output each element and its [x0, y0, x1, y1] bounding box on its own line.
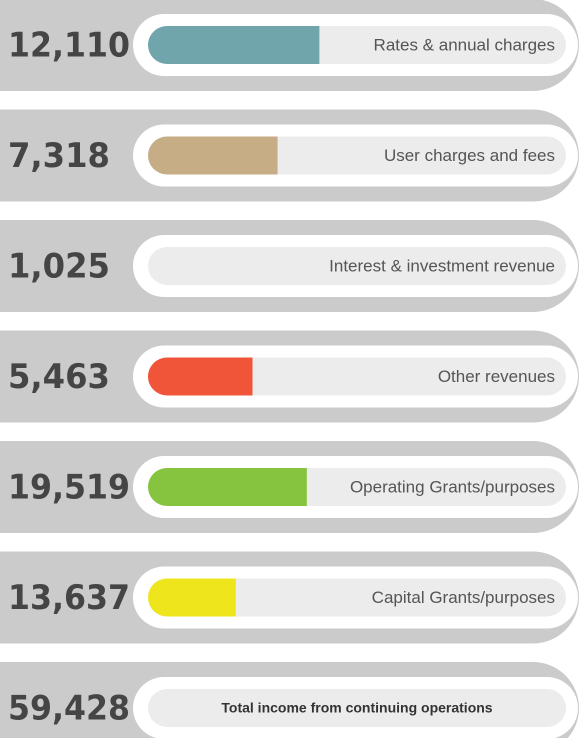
category-label: Operating Grants/purposes — [350, 477, 555, 496]
category-label: Total income from continuing operations — [221, 700, 492, 716]
income-row: 1,025 Interest & investment revenue — [0, 220, 579, 312]
income-row: 19,519 Operating Grants/purposes — [0, 441, 579, 533]
category-label: Interest & investment revenue — [329, 256, 555, 275]
income-row: 13,637 Capital Grants/purposes — [0, 551, 579, 644]
bar — [148, 357, 253, 396]
bar — [148, 26, 320, 64]
category-label: Other revenues — [438, 367, 555, 386]
bar-track — [148, 578, 566, 617]
amount: 12,110 — [8, 26, 130, 66]
amount: 13,637 — [8, 578, 130, 618]
amount: 1,025 — [8, 247, 110, 287]
amount: 7,318 — [8, 136, 110, 176]
income-row: 59,428 Total income from continuing opera… — [0, 662, 579, 738]
income-row: 5,463 Other revenues — [0, 330, 579, 423]
bar — [148, 136, 278, 175]
amount: 5,463 — [8, 357, 110, 397]
bar-track — [148, 247, 566, 285]
bar-track — [148, 689, 566, 727]
income-row: 7,318 User charges and fees — [0, 109, 579, 202]
amount: 59,428 — [8, 689, 130, 729]
category-label: User charges and fees — [384, 146, 555, 165]
amount: 19,519 — [8, 468, 130, 508]
bar — [148, 578, 236, 617]
category-label: Rates & annual charges — [374, 35, 555, 54]
bar — [148, 468, 307, 506]
category-label: Capital Grants/purposes — [372, 588, 555, 607]
income-row: 12,110 Rates & annual charges — [0, 0, 579, 91]
